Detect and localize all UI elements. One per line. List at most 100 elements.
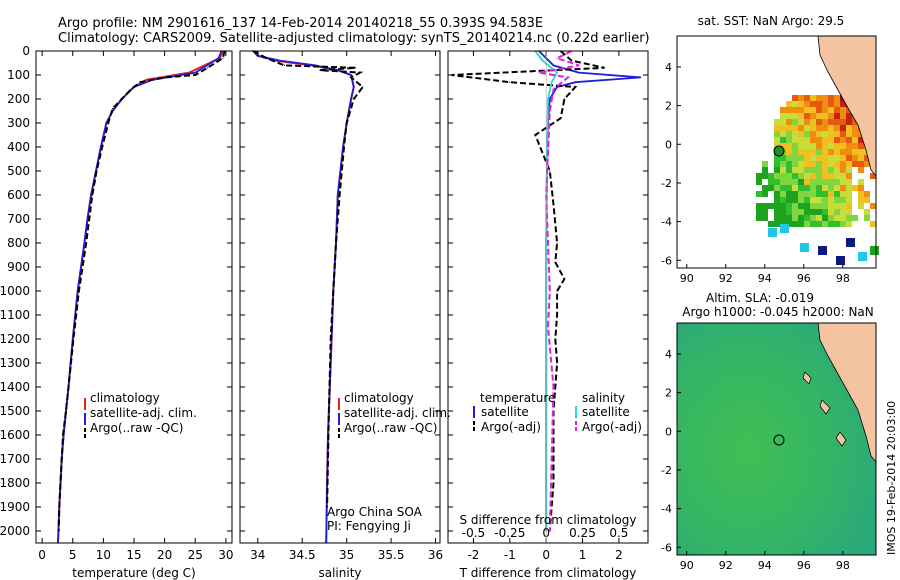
- sst-cell-cold: [858, 252, 867, 261]
- sst-cell: [792, 185, 798, 191]
- data-point-satellite-adj-clim-: [217, 57, 220, 59]
- sst-cell: [816, 191, 822, 197]
- sst-cell: [828, 137, 834, 143]
- data-point-argo-raw-qc-: [343, 146, 345, 148]
- sst-cell: [828, 131, 834, 137]
- y-tick-label: 1800: [0, 476, 30, 490]
- data-point-argo-raw-qc-: [62, 434, 64, 436]
- sst-cell: [792, 149, 798, 155]
- data-point-temperature-argo-adj-: [556, 290, 558, 292]
- sst-cell: [756, 203, 762, 209]
- sst-cell: [774, 155, 780, 161]
- data-point-argo-raw-qc-: [101, 146, 103, 148]
- sst-cell: [834, 119, 840, 125]
- sst-cell: [798, 179, 804, 185]
- map-x-tick-label: 92: [719, 272, 733, 285]
- sst-cell: [864, 161, 870, 167]
- sst-cell: [822, 149, 828, 155]
- sst-cell: [828, 155, 834, 161]
- sst-cell: [786, 167, 792, 173]
- sst-cell: [840, 173, 846, 179]
- sst-cell: [858, 167, 864, 173]
- data-point-salinity-argo-adj-: [552, 386, 555, 388]
- salinity-annotation-1: Argo China SOA: [327, 505, 423, 519]
- data-point-argo-raw-qc-: [332, 290, 334, 292]
- data-point-temperature-argo-adj-: [556, 242, 558, 244]
- map-y-tick-label: -4: [661, 216, 672, 229]
- data-point-temperature-satellite: [556, 86, 558, 88]
- sst-cell: [834, 203, 840, 209]
- x-tick-label: 34: [250, 548, 265, 562]
- sst-cell: [816, 143, 822, 149]
- sst-cell: [798, 185, 804, 191]
- sst-cell: [774, 203, 780, 209]
- sst-cell: [804, 215, 810, 221]
- sst-cell: [852, 215, 858, 221]
- sst-cell: [822, 221, 828, 227]
- sst-cell: [804, 137, 810, 143]
- data-point-temperature-satellite: [640, 76, 642, 78]
- x-tick-label: 36: [428, 548, 443, 562]
- sst-cell: [786, 113, 792, 119]
- data-point-argo-raw-qc-: [266, 57, 268, 59]
- sst-cell: [768, 221, 774, 227]
- data-point-salinity-argo-adj-: [578, 64, 580, 66]
- legend-label-argo: Argo(..raw -QC): [90, 421, 183, 435]
- sst-cell: [810, 107, 816, 113]
- sst-cell: [792, 95, 798, 101]
- sst-map-panel: sat. SST: NaN Argo: 29.5 90 92 94 96 98 -6 -4 -…: [661, 14, 879, 285]
- sal-legend-label-climatology: climatology: [344, 391, 414, 405]
- x-tick-label: 10: [96, 548, 111, 562]
- difference-axis-ticks: -2 -1 0 1 2-0.5 -0.25 0 0.25 0.5: [448, 50, 648, 562]
- sst-cell: [852, 119, 858, 125]
- sst-cell: [828, 209, 834, 215]
- data-point-argo-raw-qc-: [194, 74, 196, 76]
- sst-cell: [792, 107, 798, 113]
- sst-cell: [852, 143, 858, 149]
- data-point-temperature-satellite: [578, 72, 580, 74]
- sst-cell: [804, 101, 810, 107]
- data-point-satellite-adj-clim-: [83, 242, 85, 244]
- map-x-tick-label: 96: [797, 559, 811, 572]
- sst-cell: [822, 95, 828, 101]
- sst-cell: [846, 119, 852, 125]
- y-tick-label: 1000: [0, 284, 30, 298]
- sst-cell: [822, 173, 828, 179]
- sst-cell: [810, 155, 816, 161]
- sla-map-panel: Altim. SLA: -0.019 Argo h1000: -0.045 h2…: [661, 291, 877, 572]
- salinity-frame: [239, 50, 441, 544]
- sst-cell: [816, 131, 822, 137]
- sst-cell: [774, 131, 780, 137]
- sst-cell: [828, 149, 834, 155]
- sst-cell-cold: [780, 224, 789, 233]
- map-x-tick-label: 94: [758, 559, 772, 572]
- y-tick-label: 1600: [0, 428, 30, 442]
- sst-cell: [834, 107, 840, 113]
- sst-cell: [780, 203, 786, 209]
- sst-cell: [858, 143, 864, 149]
- data-point-argo-raw-qc-: [330, 338, 332, 340]
- sst-cell: [840, 125, 846, 131]
- sst-cell: [828, 119, 834, 125]
- x-tick-label: 20: [157, 548, 172, 562]
- data-point-temperature-argo-adj-: [552, 482, 555, 484]
- sst-cell: [846, 131, 852, 137]
- sst-cell: [786, 203, 792, 209]
- sst-cell: [786, 149, 792, 155]
- sst-cell: [810, 149, 816, 155]
- sst-cell: [792, 113, 798, 119]
- sst-cell: [780, 161, 786, 167]
- sst-cell: [774, 161, 780, 167]
- sst-cell: [762, 215, 768, 221]
- sla-map-title: Altim. SLA: -0.019: [706, 291, 814, 305]
- sst-cell: [804, 209, 810, 215]
- sst-cell: [840, 143, 846, 149]
- sst-cell: [840, 149, 846, 155]
- sst-cell: [822, 113, 828, 119]
- sst-cell: [846, 173, 852, 179]
- data-point-argo-raw-qc-: [85, 242, 87, 244]
- sst-cell: [846, 137, 852, 143]
- sst-map-axis-ticks: 90 92 94 96 98 -6 -4 -2 0 2 4: [661, 61, 850, 285]
- data-point-argo-raw-qc-: [67, 386, 70, 388]
- sst-cell: [840, 131, 846, 137]
